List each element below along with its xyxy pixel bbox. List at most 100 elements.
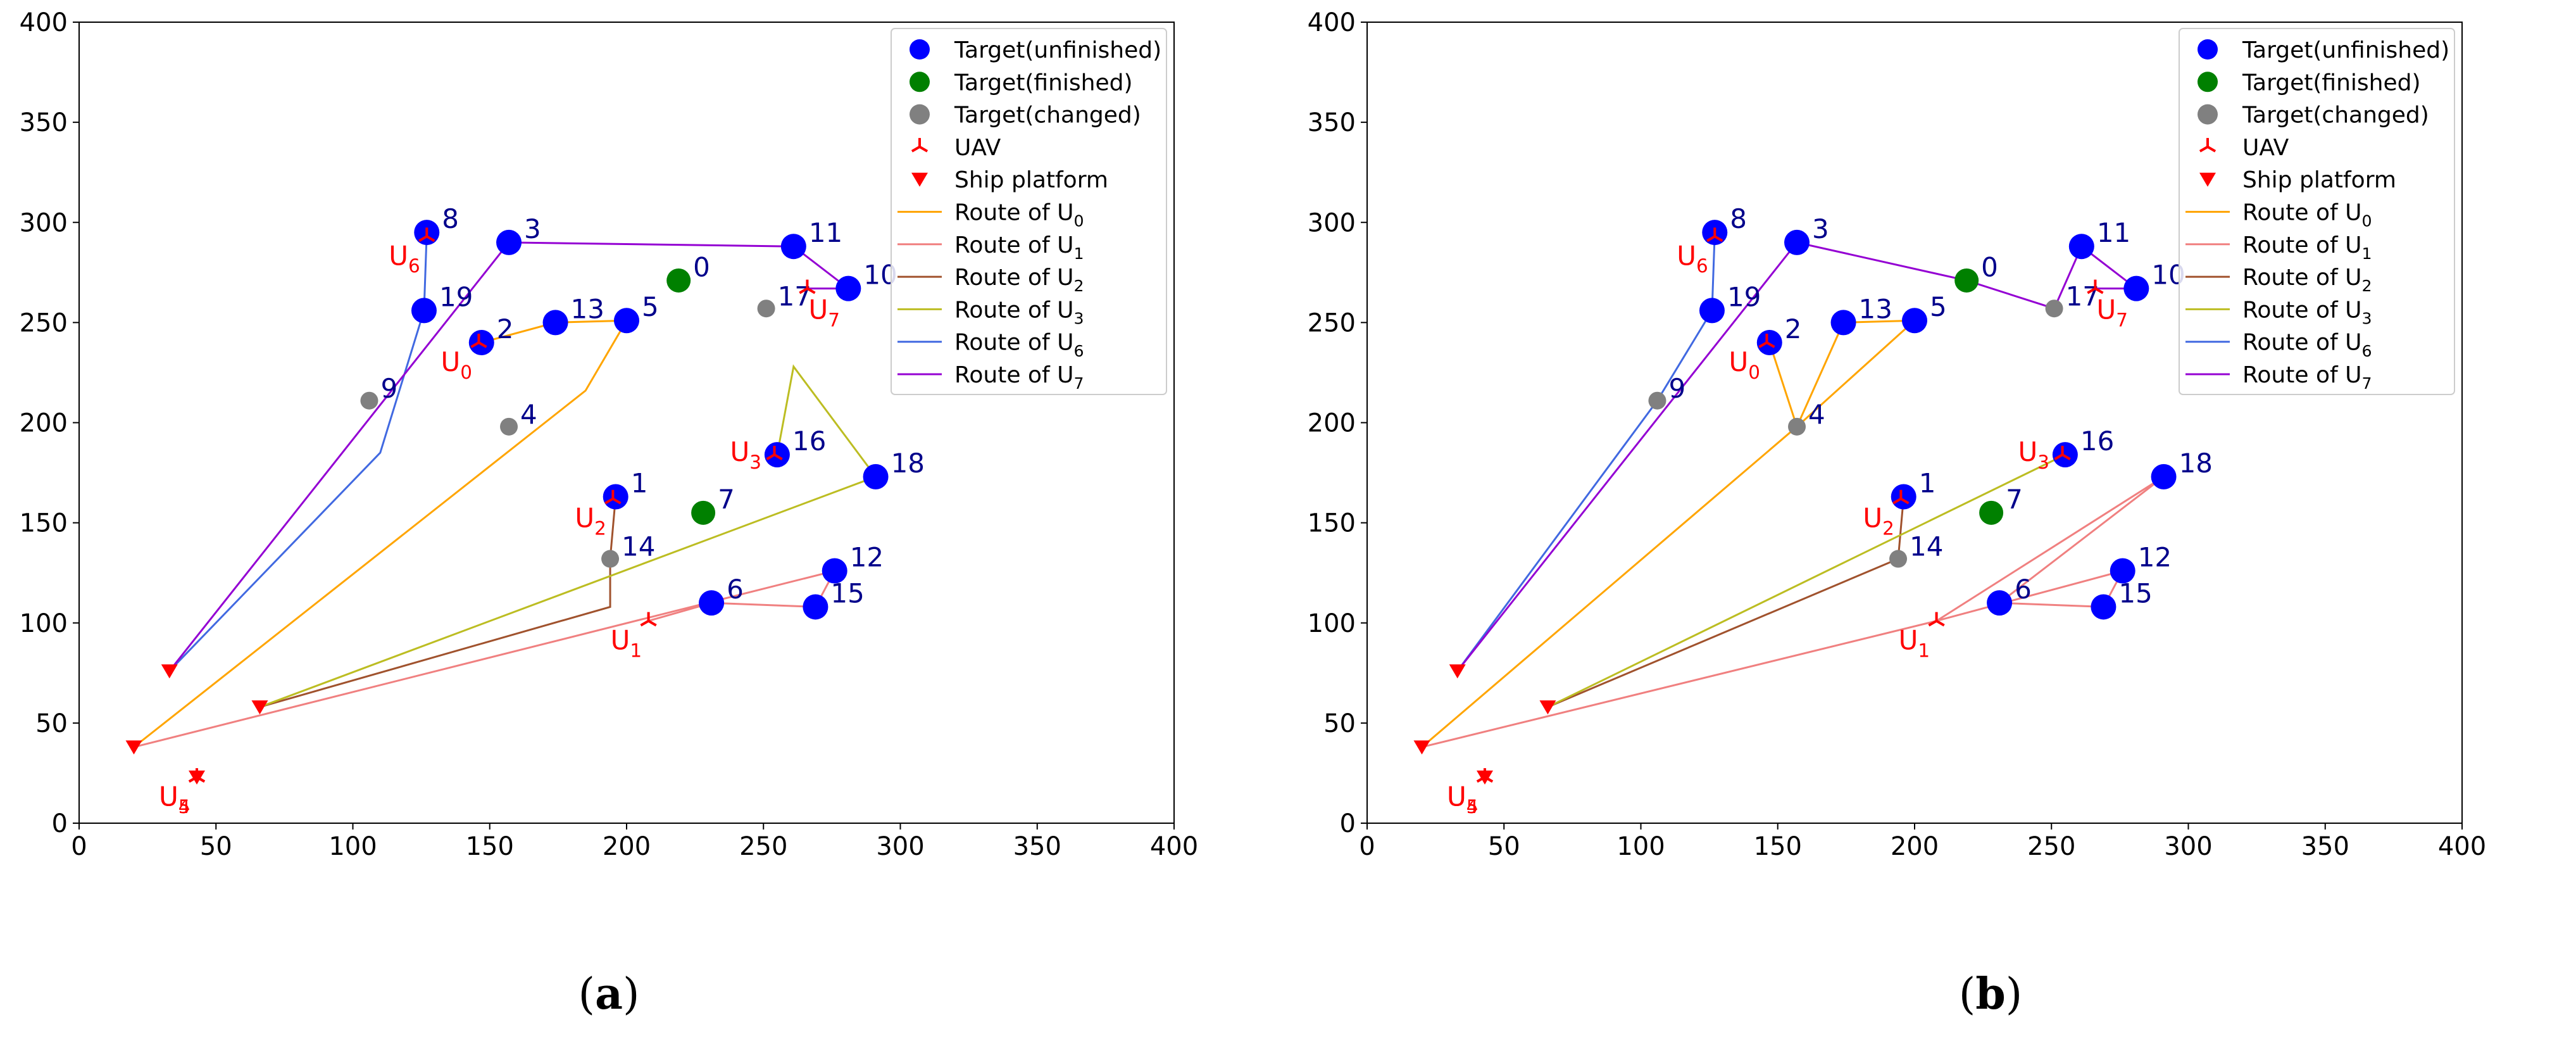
ship-platform-marker [1413,740,1430,755]
target-15-label: 15 [2118,577,2152,609]
uav-2-label: U2 [1863,503,1894,539]
target-15-point [803,594,828,620]
target-11-label: 11 [809,217,842,248]
legend-label: Target(finished) [954,70,1133,96]
uav-4-label: U4 [1447,781,1478,817]
legend-circle-icon [2198,72,2218,92]
target-0-label: 0 [1981,251,1998,282]
target-5-label: 5 [642,291,659,322]
legend-label: Route of U3 [2242,297,2372,327]
uav-7-label: U7 [2096,294,2127,331]
target-14-point [601,550,620,568]
target-2-point [468,330,494,355]
target-5-point [614,308,639,334]
y-tick-label: 300 [1308,208,1356,237]
legend-ship-icon [911,172,928,187]
legend-label: Target(unfinished) [2242,37,2449,63]
x-tick-label: 250 [2027,832,2075,861]
ship-platform-marker [1539,700,1556,715]
uav-7-marker [799,279,816,294]
target-3-label: 3 [1812,213,1829,244]
route-u3 [1547,453,2066,708]
y-tick-label: 50 [1323,709,1356,738]
route-u2 [1547,496,1905,708]
target-17-label: 17 [2066,281,2099,312]
legend-label: Route of U0 [2242,200,2372,230]
target-8-label: 8 [1730,203,1747,234]
target-6-label: 6 [727,574,744,605]
target-1-point [1891,484,1916,510]
legend-uav-icon [2199,137,2216,153]
target-0-label: 0 [693,251,710,282]
target-2-point [1756,330,1782,355]
x-tick-label: 0 [1359,832,1375,861]
uav-3-marker [766,446,783,460]
y-tick-label: 300 [20,208,68,237]
x-tick-label: 250 [739,832,787,861]
target-11-label: 11 [2097,217,2130,248]
x-tick-label: 100 [328,832,377,861]
target-12-point [822,558,847,584]
uav-6-label: U6 [1677,240,1708,277]
target-5-point [1902,308,1927,334]
legend-label: Target(changed) [954,103,1141,129]
route-u6 [168,232,428,672]
target-17-point [757,300,775,318]
target-7-label: 7 [718,484,735,515]
route-u0 [1421,319,1918,748]
target-14-label: 14 [1910,531,1943,562]
chart-panel-a: 0 50 100 150 200 250 300 350 4000501001502002503… [20,8,1199,861]
target-5-label: 5 [1930,291,1947,322]
x-tick-label: 400 [1150,832,1198,861]
ship-platform-marker [251,700,268,715]
route-u2 [259,496,617,709]
uav-0-label: U0 [441,346,472,383]
target-19-label: 19 [439,281,473,312]
target-12-label: 12 [2138,542,2172,573]
chart-panel-b: 0 50 100 150 200 250 300 350 4000501001502002503… [1308,8,2487,861]
ship-platform-marker [1449,664,1466,679]
x-tick-label: 200 [1891,832,1939,861]
uav-4-label: U4 [159,781,190,817]
uav-6-label: U6 [389,240,420,277]
uav-2-label: U2 [575,503,606,539]
legend-label: Target(finished) [2242,70,2421,96]
legend: Target(unfinished) Target(finished) Target… [2179,28,2455,395]
uav-2-marker [604,489,622,505]
legend-label: Route of U2 [2242,265,2372,295]
x-tick-label: 400 [2438,832,2486,861]
target-17-point [2045,300,2063,318]
y-tick-label: 200 [1308,409,1356,438]
y-tick-label: 0 [1340,809,1356,838]
target-14-label: 14 [622,531,655,562]
legend-label: Ship platform [2242,167,2396,193]
legend-circle-icon [910,104,930,125]
target-12-label: 12 [850,542,884,573]
target-14-point [1889,550,1908,568]
caption-a: (a) [578,969,640,1019]
target-16-label: 16 [2080,426,2114,457]
route-u1 [1422,476,2165,748]
uav-7-marker [2087,279,2104,294]
uav-3-label: U3 [730,436,761,473]
y-tick-label: 50 [35,709,68,738]
x-tick-label: 0 [71,832,87,861]
uav-1-label: U1 [611,625,642,662]
legend: Target(unfinished) Target(finished) Target… [891,28,1167,395]
target-3-point [1784,229,1810,255]
x-tick-label: 200 [603,832,651,861]
legend-label: Route of U1 [954,232,1084,263]
caption-a-letter: a [594,969,623,1019]
target-19-point [1699,298,1725,324]
legend-uav-icon [911,137,928,153]
legend-label: Route of U7 [2242,362,2372,393]
target-7-label: 7 [2006,484,2023,515]
target-13-label: 13 [1859,293,1892,324]
legend-circle-icon [2198,39,2218,60]
caption-b-letter: b [1975,969,2006,1019]
target-2-label: 2 [1785,313,1802,344]
target-18-label: 18 [891,448,925,479]
x-tick-label: 300 [2164,832,2212,861]
uav-4-marker [188,768,206,783]
target-9-point [360,391,378,410]
